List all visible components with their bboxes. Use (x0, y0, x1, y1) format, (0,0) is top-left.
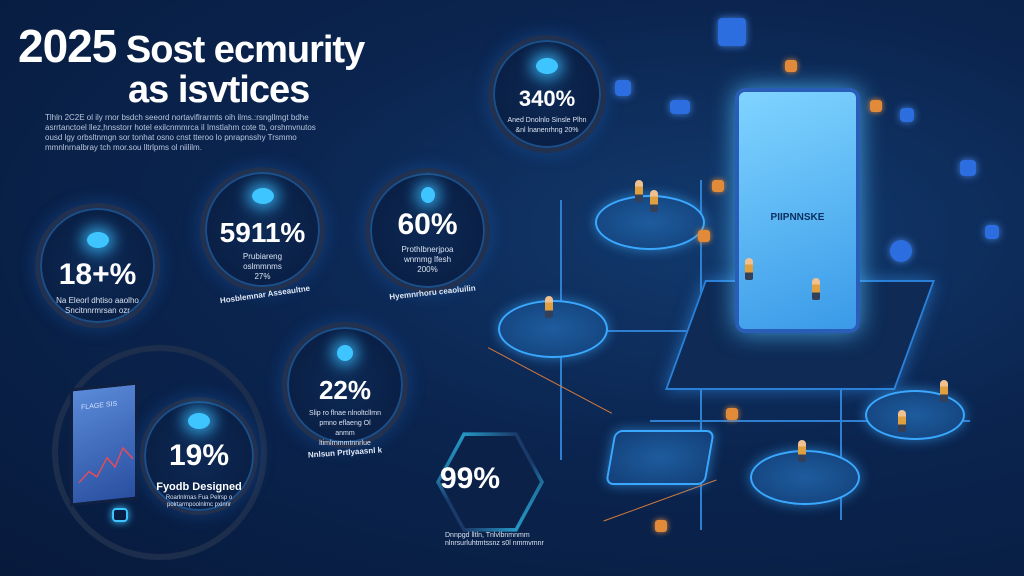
stat-circle-4: 340% Aned Dnolnlo Sinsle Plhn &nl lnanen… (488, 35, 606, 153)
stat-circle-3: 60% Prothlbnerjpoa wnmmg lfesh 200% (365, 168, 490, 293)
main-screen: PIIPNNSKE (735, 88, 860, 333)
tablet-chart-icon: FLAGE SIS (70, 381, 138, 507)
stat-value: 19% (168, 439, 230, 472)
platform (865, 390, 965, 440)
orange-cube-icon (785, 60, 797, 72)
stat-value: 5911% (219, 217, 306, 248)
orange-cube-icon (726, 408, 738, 420)
chip-glow-icon (337, 345, 353, 361)
stat-caption: Dnnpgd lltln, Tnlvlbnmnmm nlnrsurluhtmts… (445, 532, 544, 547)
circuit-line (840, 360, 842, 520)
stat-circle-6: 19% Fyodb Designed Roarlnlrnas Fua Pelrs… (140, 397, 258, 515)
person-figure (940, 380, 948, 402)
person-figure (812, 278, 820, 300)
person-figure (635, 180, 643, 202)
intro-line: Tlhln 2C2E ol ily rnor bsdch seeord nort… (45, 113, 309, 122)
lock-icon (112, 508, 128, 522)
floating-icon (890, 240, 912, 262)
lock-glow-icon (420, 187, 435, 203)
circuit-line (650, 420, 970, 422)
stat-circle-5: 22% Slip ro flnae nlnoltcllmn pmno eflae… (282, 322, 408, 448)
person-figure (650, 190, 658, 212)
shield-glow-icon (536, 58, 558, 74)
stat-caption: Aned Dnolnlo Sinsle Plhn &nl lnanenrhng … (507, 117, 587, 134)
stat-caption: Roarlnlrnas Fua Pelrsp o polrtarmpoolnlm… (165, 495, 233, 508)
stat-caption: Slip ro flnae nlnoltcllmn pmno eflaeng O… (309, 410, 381, 447)
person-figure (898, 410, 906, 432)
title-rest: Sost ecmurity (125, 29, 365, 71)
shield-glow-icon (86, 232, 109, 248)
floating-icon (960, 160, 976, 176)
page-title: 2025 Sost ecmurity as isvtices (18, 23, 365, 111)
title-line2: as isvtices (128, 69, 310, 111)
intro-paragraph: Tlhln 2C2E ol ily rnor bsdch seeord nort… (45, 113, 345, 153)
stat-circle-1: 18+% Na Eleorl dhtiso aaolho Sncitnnrmrs… (35, 203, 160, 328)
floating-icon (670, 100, 690, 114)
orange-cube-icon (712, 180, 724, 192)
orange-cube-icon (698, 230, 710, 242)
platform (498, 300, 608, 358)
stat-caption: Prothlbnerjpoa wnmmg lfesh 200% (401, 245, 454, 274)
floating-icon (718, 18, 746, 46)
stat-value: 99% (440, 462, 501, 495)
screen-text: PIIPNNSKE (770, 212, 825, 223)
floating-icon (615, 80, 631, 96)
stat-value: 22% (318, 375, 372, 405)
person-figure (798, 440, 806, 462)
person-figure (545, 296, 553, 318)
intro-line: ousd lgy orbsltnmgn sor tonhat osno cnst… (45, 133, 297, 142)
stat-title: Fyodb Designed (156, 481, 242, 493)
intro-line: asrrtanctoel llez,hnsstorr hotel exilcnm… (45, 123, 316, 132)
cloud-glow-icon (188, 413, 210, 429)
stat-caption: Na Eleorl dhtiso aaolho Sncitnnrmrsan oz… (56, 296, 139, 315)
intro-line: mmnlnrnalbray tch mor.sou lltrlpms ol ni… (45, 143, 202, 152)
platform (605, 430, 715, 485)
person-figure (745, 258, 753, 280)
stat-value: 60% (397, 208, 458, 241)
orange-cube-icon (655, 520, 667, 532)
title-year: 2025 (18, 20, 117, 72)
outer-ring (52, 345, 267, 560)
stat-value: 340% (518, 86, 576, 111)
stat-value: 18+% (58, 258, 137, 291)
stat-circle-2: 5911% Prubiareng oslmmnms 27% (200, 167, 325, 292)
floating-icon (900, 108, 914, 122)
cloud-glow-icon (251, 188, 274, 204)
orange-cube-icon (870, 100, 882, 112)
stat-caption: Prubiareng oslmmnms 27% (242, 252, 283, 281)
floating-icon (985, 225, 999, 239)
tablet-text: FLAGE SIS (81, 400, 118, 412)
circuit-line (560, 330, 700, 332)
